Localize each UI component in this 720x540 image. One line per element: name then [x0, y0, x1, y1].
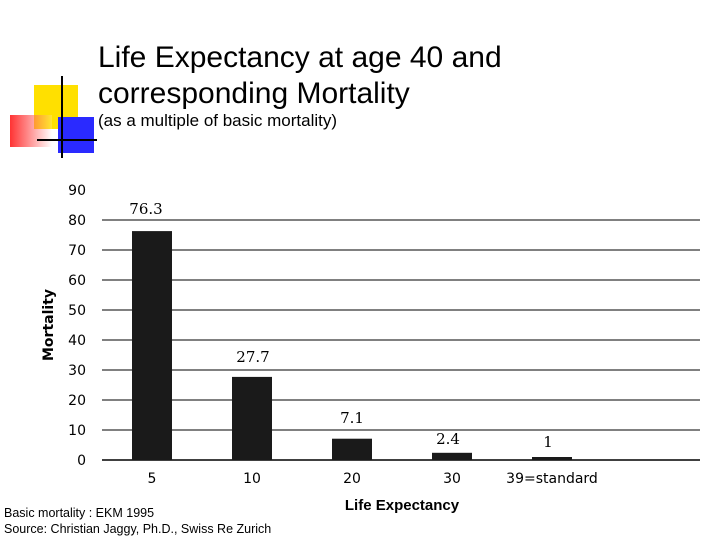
- x-tick-label: 10: [243, 471, 261, 487]
- y-axis-title: Mortality: [41, 289, 57, 361]
- bar: [332, 438, 372, 460]
- data-label: 27.7: [236, 348, 269, 366]
- y-tick-label: 30: [68, 363, 86, 379]
- deco-vertical-line: [61, 76, 63, 158]
- x-tick-label: 39=standard: [506, 471, 598, 487]
- data-label: 76.3: [129, 200, 162, 218]
- deco-horizontal-line: [37, 139, 97, 141]
- data-label: 2.4: [436, 430, 460, 448]
- source-line-2: Source: Christian Jaggy, Ph.D., Swiss Re…: [4, 522, 272, 536]
- y-tick-label: 60: [68, 273, 86, 289]
- data-label: 1: [543, 433, 553, 451]
- y-tick-label: 80: [68, 213, 86, 229]
- data-label: 7.1: [340, 409, 364, 427]
- source-line-1: Basic mortality : EKM 1995: [4, 506, 155, 520]
- source-note: Basic mortality : EKM 1995 Source: Chris…: [4, 505, 344, 537]
- title-line-2: corresponding Mortality: [98, 77, 410, 110]
- slide-subtitle: (as a multiple of basic mortality): [98, 111, 338, 130]
- y-tick-label: 40: [68, 333, 86, 349]
- y-tick-label: 50: [68, 303, 86, 319]
- y-tick-label: 0: [77, 453, 86, 469]
- bar: [232, 376, 272, 460]
- x-tick-label: 5: [148, 471, 157, 487]
- title-line-1: Life Expectancy at age 40 and: [98, 41, 502, 74]
- deco-blue-square: [58, 117, 94, 153]
- deco-red-square: [10, 115, 52, 147]
- y-tick-label: 90: [68, 183, 86, 199]
- y-tick-label: 70: [68, 243, 86, 259]
- x-tick-label: 30: [443, 471, 461, 487]
- bar: [132, 231, 172, 460]
- slide-title: Life Expectancy at age 40 and correspond…: [98, 40, 698, 112]
- x-axis-title: Life Expectancy: [345, 497, 460, 514]
- y-tick-label: 10: [68, 423, 86, 439]
- bar: [532, 457, 572, 460]
- y-tick-label: 20: [68, 393, 86, 409]
- x-tick-label: 20: [343, 471, 361, 487]
- bar: [432, 452, 472, 460]
